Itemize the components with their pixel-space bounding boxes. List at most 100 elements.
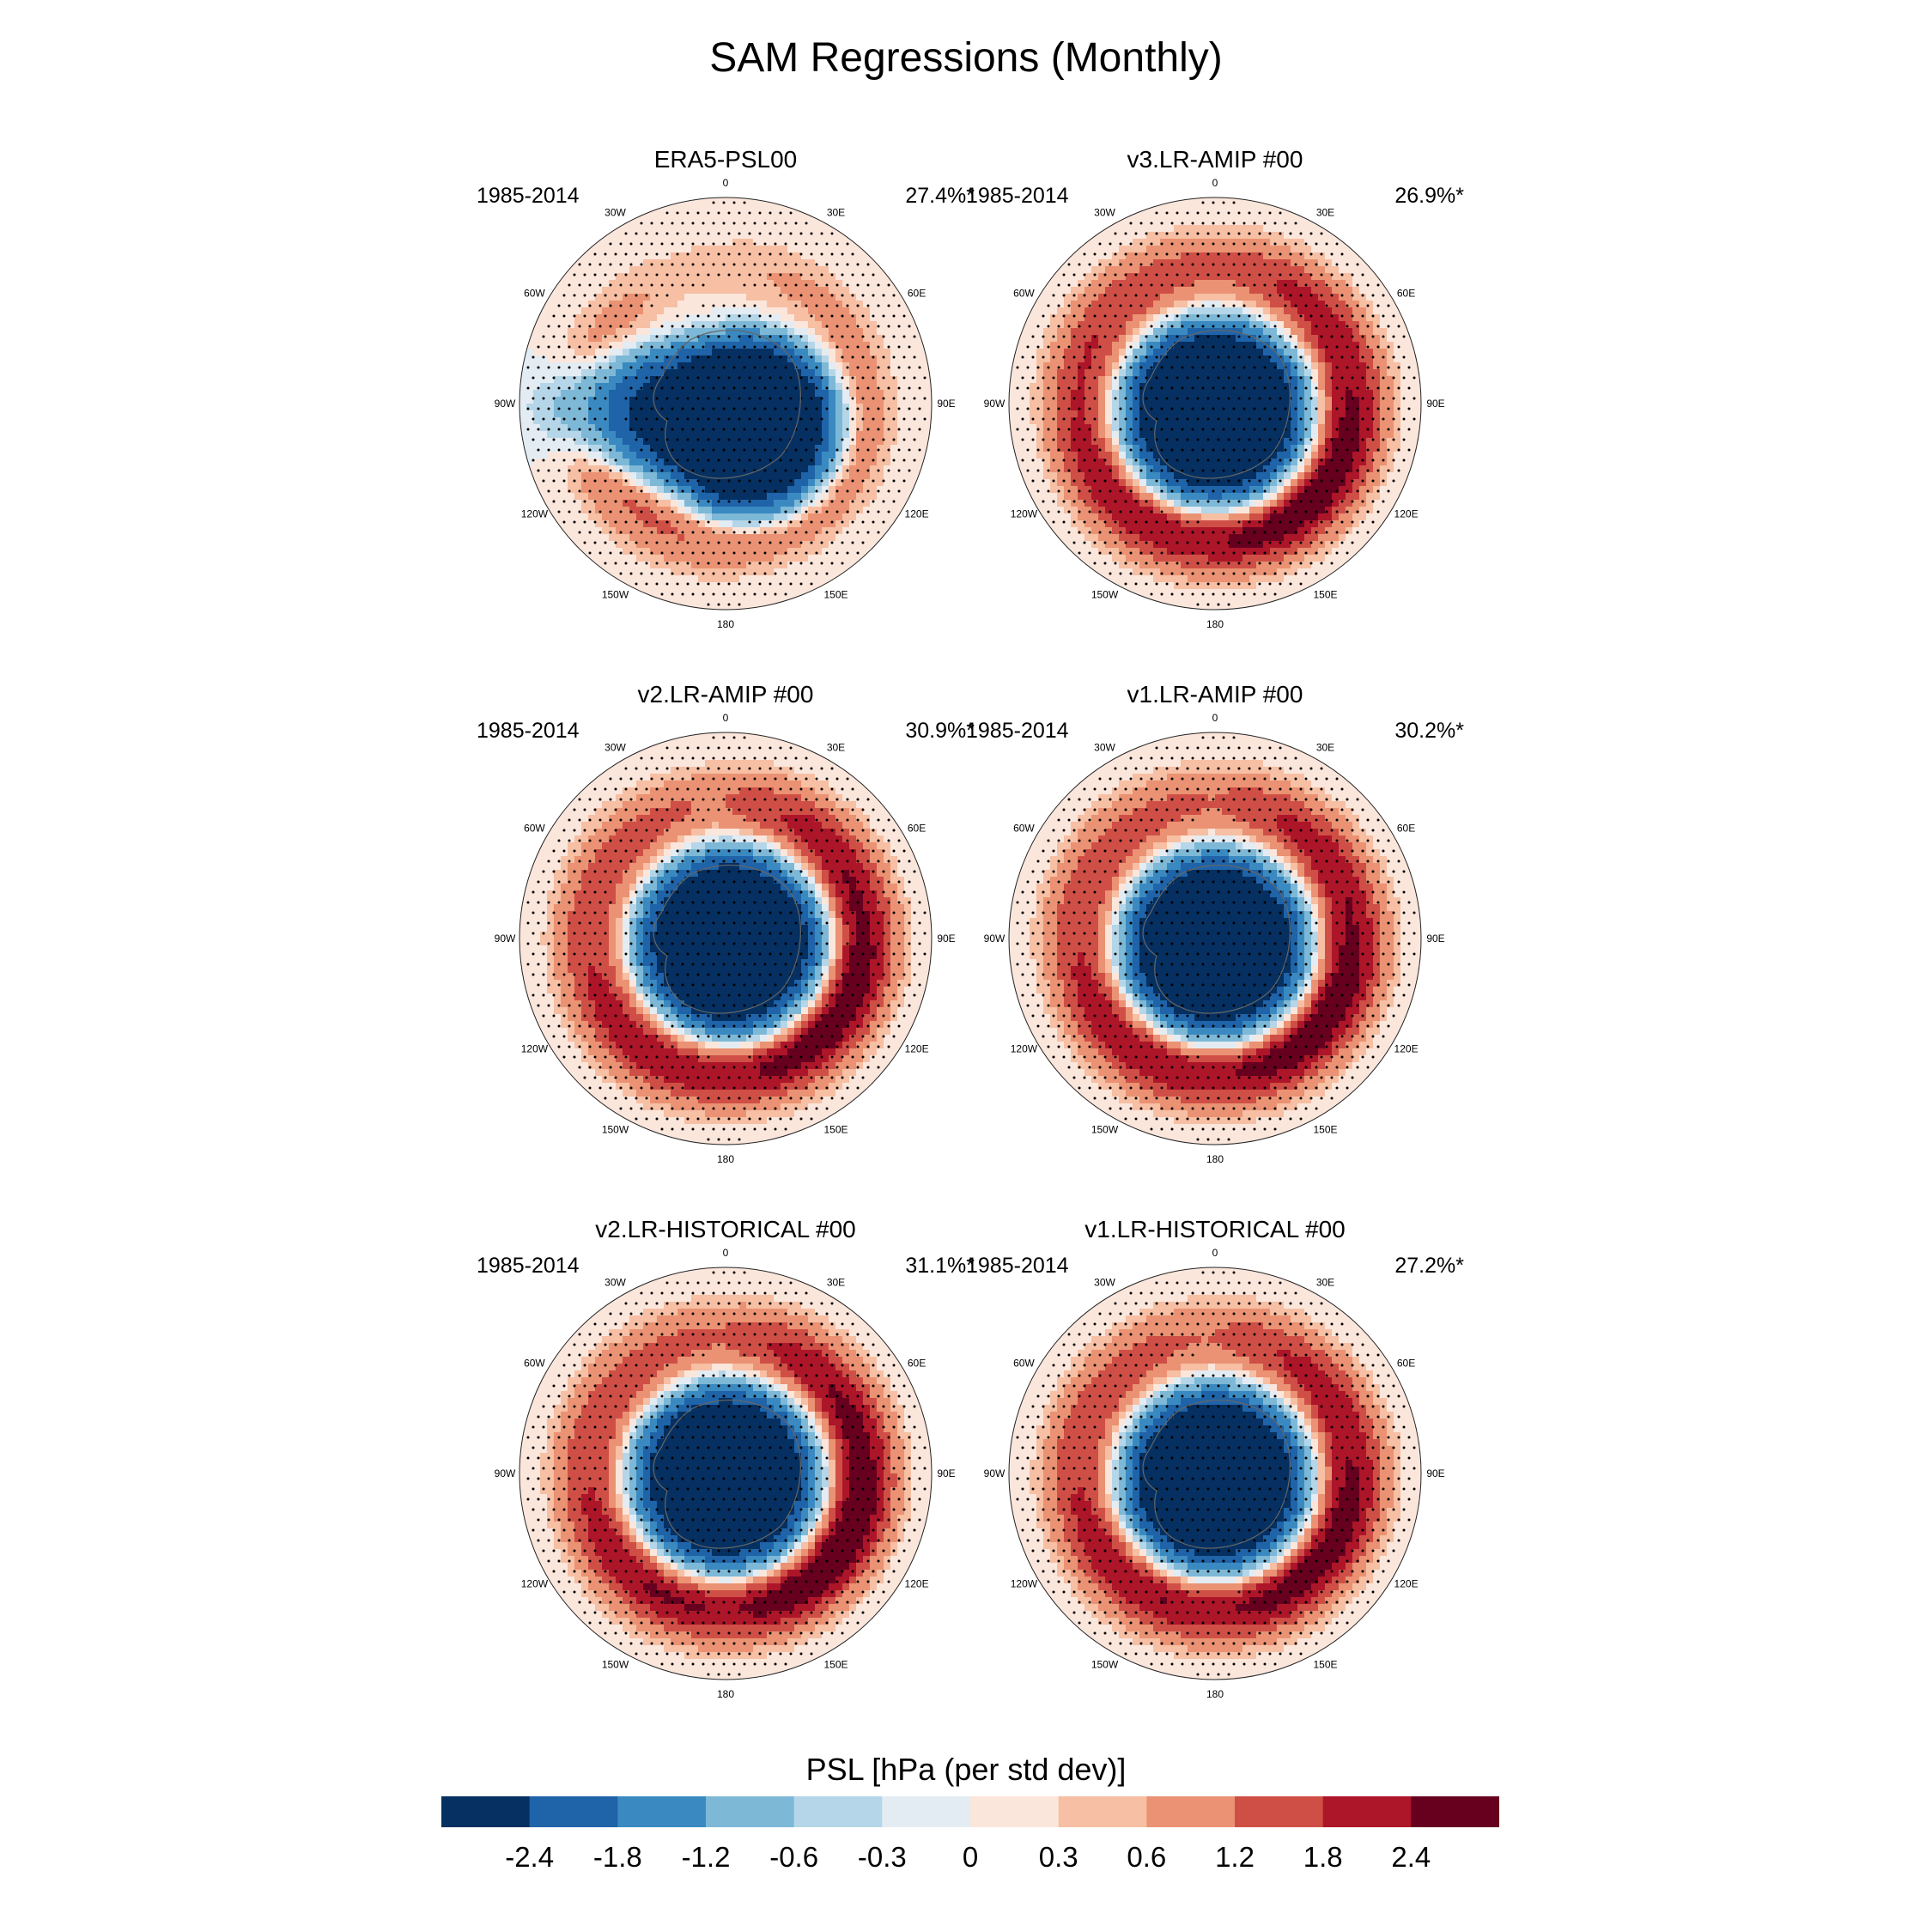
polar-map: 0 30E 60E 90E 120E 150E 180 150W 120W 90W 60W 30W xyxy=(495,712,956,1165)
longitude-label: 120E xyxy=(1394,1043,1419,1055)
map-border xyxy=(1008,732,1422,1145)
longitude-label: 120W xyxy=(521,508,549,520)
longitude-label: 90W xyxy=(495,933,516,945)
map-border xyxy=(1008,1267,1422,1680)
longitude-label: 150E xyxy=(823,1124,848,1136)
panel-years: 1985-2014 xyxy=(477,1254,580,1279)
colorbar-swatch xyxy=(529,1796,618,1827)
longitude-label: 90E xyxy=(937,933,955,945)
longitude-label: 90E xyxy=(937,1467,955,1479)
psl-field xyxy=(519,732,932,1145)
longitude-label: 150W xyxy=(1091,1124,1119,1136)
longitude-label: 150W xyxy=(1091,589,1119,601)
antarctica-outline xyxy=(1142,330,1291,479)
map-panel: 0 30E 60E 90E 120E 150E 180 150W 120W 90W 60W 30W v3… xyxy=(932,146,1498,661)
longitude-label: 30E xyxy=(827,741,845,753)
colorbar-tick-label: 0.6 xyxy=(1127,1841,1166,1874)
longitude-label: 120E xyxy=(1394,1578,1419,1590)
colorbar-tick-label: 0.3 xyxy=(1039,1841,1078,1874)
colorbar-tick-label: 0 xyxy=(963,1841,978,1874)
panel-variance-percent: 30.2%* xyxy=(1394,719,1464,744)
colorbar-swatch xyxy=(970,1796,1060,1827)
map-panel: 0 30E 60E 90E 120E 150E 180 150W 120W 90W 60W 30W v2… xyxy=(442,681,1009,1196)
map-panel: 0 30E 60E 90E 120E 150E 180 150W 120W 90W 60W 30W ER… xyxy=(442,146,1009,661)
panel-years: 1985-2014 xyxy=(966,719,1069,744)
longitude-label: 150W xyxy=(602,1124,629,1136)
longitude-label: 30W xyxy=(605,1276,626,1288)
longitude-label: 0 xyxy=(1212,177,1218,189)
longitude-label: 60W xyxy=(524,288,545,300)
longitude-label: 120W xyxy=(521,1043,549,1055)
longitude-label: 30W xyxy=(1094,741,1115,753)
longitude-label: 60W xyxy=(1013,823,1035,835)
colorbar-swatch xyxy=(882,1796,971,1827)
map-border xyxy=(519,732,933,1145)
colorbar-tick-label: -0.6 xyxy=(769,1841,818,1874)
longitude-label: 180 xyxy=(1206,1153,1224,1165)
longitude-label: 180 xyxy=(1206,1688,1224,1700)
longitude-label: 90E xyxy=(1426,398,1444,410)
longitude-label: 60E xyxy=(1397,823,1415,835)
colorbar-tick-label: 1.2 xyxy=(1215,1841,1255,1874)
longitude-label: 30W xyxy=(605,741,626,753)
longitude-label: 120E xyxy=(905,508,929,520)
panel-variance-percent: 27.4%* xyxy=(905,184,975,209)
longitude-label: 0 xyxy=(723,1247,729,1259)
polar-map: 0 30E 60E 90E 120E 150E 180 150W 120W 90W 60W 30W xyxy=(495,177,956,630)
longitude-label: 120E xyxy=(905,1578,929,1590)
longitude-label: 30E xyxy=(827,206,845,218)
longitude-label: 150E xyxy=(1313,1659,1337,1671)
longitude-label: 60W xyxy=(524,823,545,835)
colorbar-tick-label: 1.8 xyxy=(1303,1841,1343,1874)
colorbar-swatch xyxy=(1411,1796,1499,1827)
longitude-label: 90W xyxy=(495,398,516,410)
longitude-label: 120W xyxy=(1011,1578,1038,1590)
longitude-label: 60E xyxy=(908,823,926,835)
panel-years: 1985-2014 xyxy=(966,1254,1069,1279)
panel-title: v2.LR-HISTORICAL #00 xyxy=(442,1216,1009,1243)
map-panel: 0 30E 60E 90E 120E 150E 180 150W 120W 90W 60W 30W v2… xyxy=(442,1216,1009,1731)
panel-title: v1.LR-HISTORICAL #00 xyxy=(932,1216,1498,1243)
map-border xyxy=(1008,197,1422,611)
longitude-label: 30E xyxy=(1316,741,1334,753)
longitude-label: 150E xyxy=(823,1659,848,1671)
longitude-label: 60E xyxy=(908,288,926,300)
longitude-label: 180 xyxy=(1206,618,1224,630)
longitude-label: 30W xyxy=(1094,1276,1115,1288)
panel-years: 1985-2014 xyxy=(477,184,580,209)
colorbar-tick-label: -1.8 xyxy=(593,1841,642,1874)
panel-title: ERA5-PSL00 xyxy=(442,146,1009,173)
colorbar-tick-label: -2.4 xyxy=(505,1841,554,1874)
longitude-label: 0 xyxy=(1212,712,1218,724)
longitude-label: 150E xyxy=(1313,589,1337,601)
significance-stippling xyxy=(1016,1271,1416,1676)
colorbar-swatch xyxy=(1322,1796,1412,1827)
longitude-label: 0 xyxy=(1212,1247,1218,1259)
significance-stippling xyxy=(526,736,927,1141)
longitude-label: 90W xyxy=(984,1467,1005,1479)
panel-title: v2.LR-AMIP #00 xyxy=(442,681,1009,708)
antarctica-outline xyxy=(1142,1400,1291,1549)
psl-field xyxy=(519,197,932,610)
panel-variance-percent: 30.9%* xyxy=(905,719,975,744)
longitude-label: 0 xyxy=(723,712,729,724)
longitude-label: 60E xyxy=(1397,1358,1415,1370)
colorbar-swatch xyxy=(793,1796,883,1827)
psl-field xyxy=(1009,1267,1421,1680)
polar-map: 0 30E 60E 90E 120E 150E 180 150W 120W 90W 60W 30W xyxy=(984,712,1445,1165)
polar-map: 0 30E 60E 90E 120E 150E 180 150W 120W 90W 60W 30W xyxy=(984,177,1445,630)
longitude-label: 30E xyxy=(1316,206,1334,218)
panel-title: v3.LR-AMIP #00 xyxy=(932,146,1498,173)
longitude-label: 120E xyxy=(1394,508,1419,520)
colorbar-tick-label: 2.4 xyxy=(1391,1841,1431,1874)
longitude-label: 90E xyxy=(1426,933,1444,945)
colorbar-tick-label: -0.3 xyxy=(858,1841,907,1874)
longitude-label: 30W xyxy=(605,206,626,218)
colorbar-title: PSL [hPa (per std dev)] xyxy=(0,1752,1932,1788)
longitude-label: 120W xyxy=(521,1578,549,1590)
antarctica-outline xyxy=(653,1400,801,1549)
colorbar-swatch xyxy=(1058,1796,1147,1827)
colorbar-swatch xyxy=(1235,1796,1324,1827)
longitude-label: 120W xyxy=(1011,1043,1038,1055)
longitude-label: 150W xyxy=(602,589,629,601)
